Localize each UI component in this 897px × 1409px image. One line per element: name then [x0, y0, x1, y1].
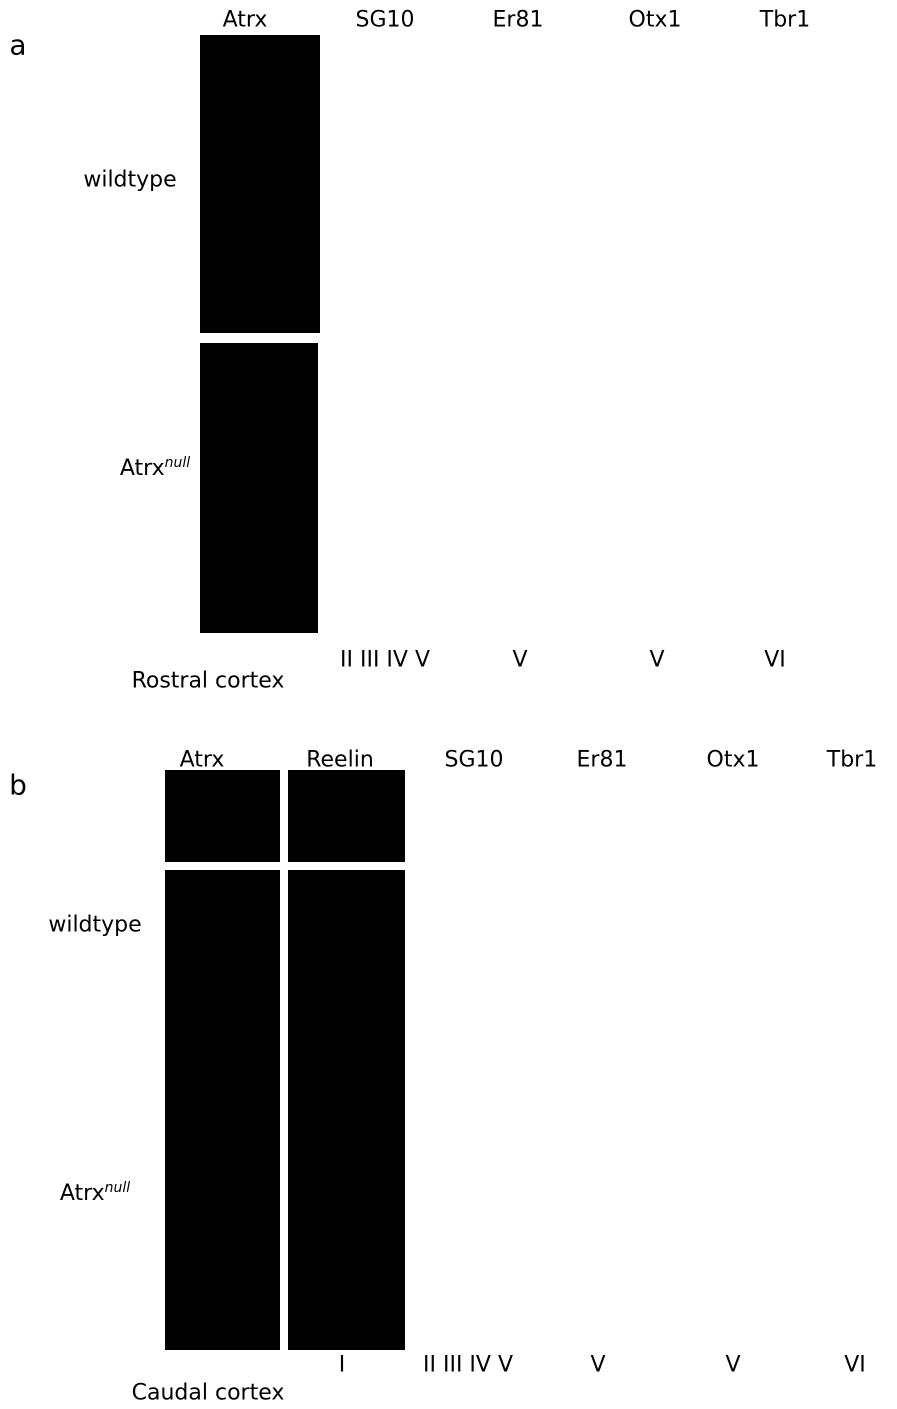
caption: Rostral cortex	[132, 669, 285, 694]
layer-label: I	[339, 1353, 346, 1378]
layer-label: VI	[764, 648, 786, 673]
column-header: SG10	[355, 8, 414, 33]
column-header: Tbr1	[827, 748, 877, 773]
row-label: Atrxnull	[60, 1180, 130, 1206]
micrograph	[165, 770, 280, 862]
column-header: Otx1	[707, 748, 760, 773]
row-label: Atrxnull	[120, 455, 190, 481]
column-header: Er81	[493, 8, 544, 33]
column-header: Tbr1	[760, 8, 810, 33]
micrograph	[200, 35, 320, 333]
column-header: Reelin	[306, 748, 374, 773]
row-label-superscript: null	[105, 1180, 131, 1196]
column-header: Atrx	[180, 748, 225, 773]
layer-label: V	[649, 648, 664, 673]
caption: Caudal cortex	[132, 1381, 285, 1406]
row-label: wildtype	[48, 913, 141, 938]
column-header: Atrx	[223, 8, 268, 33]
panel-letter: b	[9, 769, 27, 802]
row-label-text: Atrx	[120, 456, 165, 481]
micrograph	[165, 870, 280, 1350]
layer-label: V	[725, 1353, 740, 1378]
micrograph	[288, 770, 405, 862]
column-header: Otx1	[629, 8, 682, 33]
column-header: SG10	[444, 748, 503, 773]
row-label: wildtype	[83, 168, 176, 193]
column-header: Er81	[577, 748, 628, 773]
layer-label: II III IV V	[340, 648, 430, 673]
row-label-superscript: null	[165, 455, 191, 471]
layer-label: II III IV V	[423, 1353, 513, 1378]
figure: a Atrx SG10 Er81 Otx1 Tbr1 wildtype Atrx…	[0, 0, 897, 1409]
layer-label: V	[512, 648, 527, 673]
layer-label: VI	[844, 1353, 866, 1378]
layer-label: V	[590, 1353, 605, 1378]
micrograph	[200, 343, 318, 633]
row-label-text: Atrx	[60, 1181, 105, 1206]
panel-letter: a	[9, 29, 26, 62]
micrograph	[288, 870, 405, 1350]
